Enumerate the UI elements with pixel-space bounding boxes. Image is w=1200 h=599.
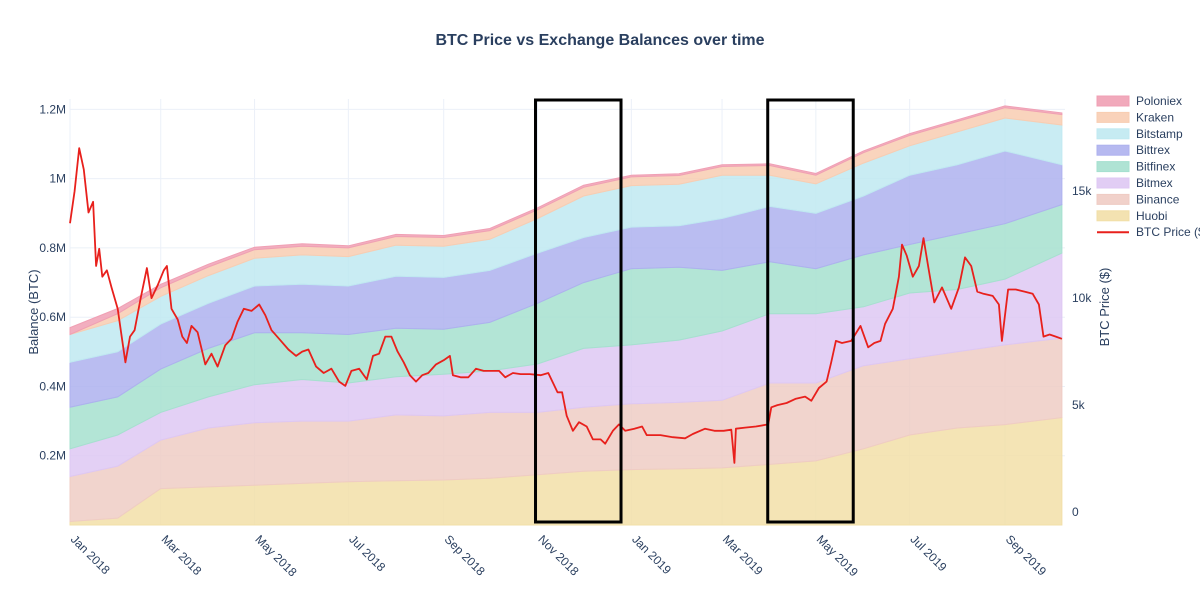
x-tick-label: Jan 2019 bbox=[629, 532, 674, 577]
x-axis: Jan 2018 Mar 2018 May 2018 Jul 2018 Sep 2018… bbox=[68, 532, 1049, 579]
x-tick-label: Mar 2018 bbox=[159, 532, 205, 578]
area-layer bbox=[69, 105, 1063, 526]
legend-label-bittrex: Bittrex bbox=[1136, 143, 1170, 157]
y2-axis-title: BTC Price ($) bbox=[1097, 268, 1112, 347]
x-tick-label: Sep 2019 bbox=[1003, 532, 1049, 578]
legend-label-huobi: Huobi bbox=[1136, 209, 1167, 223]
x-tick-label: Jul 2018 bbox=[346, 532, 388, 574]
y-tick-label: 0.6M bbox=[39, 310, 66, 324]
y-axis-left: 0.2M 0.4M 0.6M 0.8M 1M 1.2M bbox=[39, 102, 66, 462]
y-tick-label: 1M bbox=[49, 172, 66, 186]
legend-label-poloniex: Poloniex bbox=[1136, 94, 1182, 108]
legend-label-bitfinex: Bitfinex bbox=[1136, 160, 1175, 174]
legend-swatch-bitfinex bbox=[1096, 161, 1130, 173]
legend-swatch-binance bbox=[1096, 193, 1130, 205]
y-axis-right: 0 5k 10k 15k bbox=[1072, 184, 1092, 519]
legend-swatch-kraken bbox=[1096, 111, 1130, 123]
legend-swatch-huobi bbox=[1096, 210, 1130, 222]
legend-swatch-bitmex bbox=[1096, 177, 1130, 189]
legend-label-binance: Binance bbox=[1136, 192, 1180, 206]
legend: Poloniex Kraken Bitstamp Bittrex Bitfinex Bit… bbox=[1096, 94, 1200, 239]
y2-tick-label: 15k bbox=[1072, 184, 1092, 198]
legend-swatch-bittrex bbox=[1096, 144, 1130, 156]
price-layer bbox=[69, 147, 1063, 464]
x-tick-label: May 2018 bbox=[252, 532, 299, 579]
y-tick-label: 0.8M bbox=[39, 241, 66, 255]
highlight-box-1 bbox=[534, 98, 623, 524]
legend-swatch-bitstamp bbox=[1096, 128, 1130, 140]
legend-label-btc-price: BTC Price ($) bbox=[1136, 225, 1200, 239]
legend-swatch-poloniex bbox=[1096, 95, 1130, 107]
y-tick-label: 0.2M bbox=[39, 449, 66, 463]
x-tick-label: Jul 2019 bbox=[908, 532, 950, 574]
y2-tick-label: 10k bbox=[1072, 291, 1092, 305]
y2-tick-label: 5k bbox=[1072, 398, 1086, 412]
y-tick-label: 1.2M bbox=[39, 102, 66, 116]
x-tick-label: May 2019 bbox=[814, 532, 861, 579]
highlight-box-2 bbox=[766, 98, 855, 524]
legend-label-kraken: Kraken bbox=[1136, 110, 1174, 124]
chart-title: BTC Price vs Exchange Balances over time bbox=[435, 32, 764, 49]
x-tick-label: Jan 2018 bbox=[68, 532, 113, 577]
legend-label-bitstamp: Bitstamp bbox=[1136, 127, 1183, 141]
y-axis-title: Balance (BTC) bbox=[26, 269, 41, 354]
x-tick-label: Sep 2018 bbox=[442, 532, 488, 578]
btc-price-line bbox=[69, 147, 1063, 464]
x-tick-label: Nov 2018 bbox=[535, 532, 581, 578]
highlight-box-layer bbox=[534, 98, 855, 524]
x-tick-label: Mar 2019 bbox=[720, 532, 766, 578]
y-tick-label: 0.4M bbox=[39, 379, 66, 393]
area-poloniex bbox=[69, 105, 1063, 336]
legend-label-bitmex: Bitmex bbox=[1136, 176, 1173, 190]
y2-tick-label: 0 bbox=[1072, 505, 1079, 519]
